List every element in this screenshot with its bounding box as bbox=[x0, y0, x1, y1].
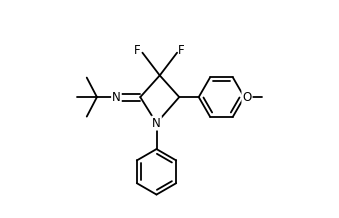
Text: F: F bbox=[178, 44, 185, 57]
Text: F: F bbox=[134, 44, 141, 57]
Text: N: N bbox=[152, 117, 161, 129]
Text: N: N bbox=[112, 91, 121, 104]
Text: O: O bbox=[242, 91, 252, 104]
